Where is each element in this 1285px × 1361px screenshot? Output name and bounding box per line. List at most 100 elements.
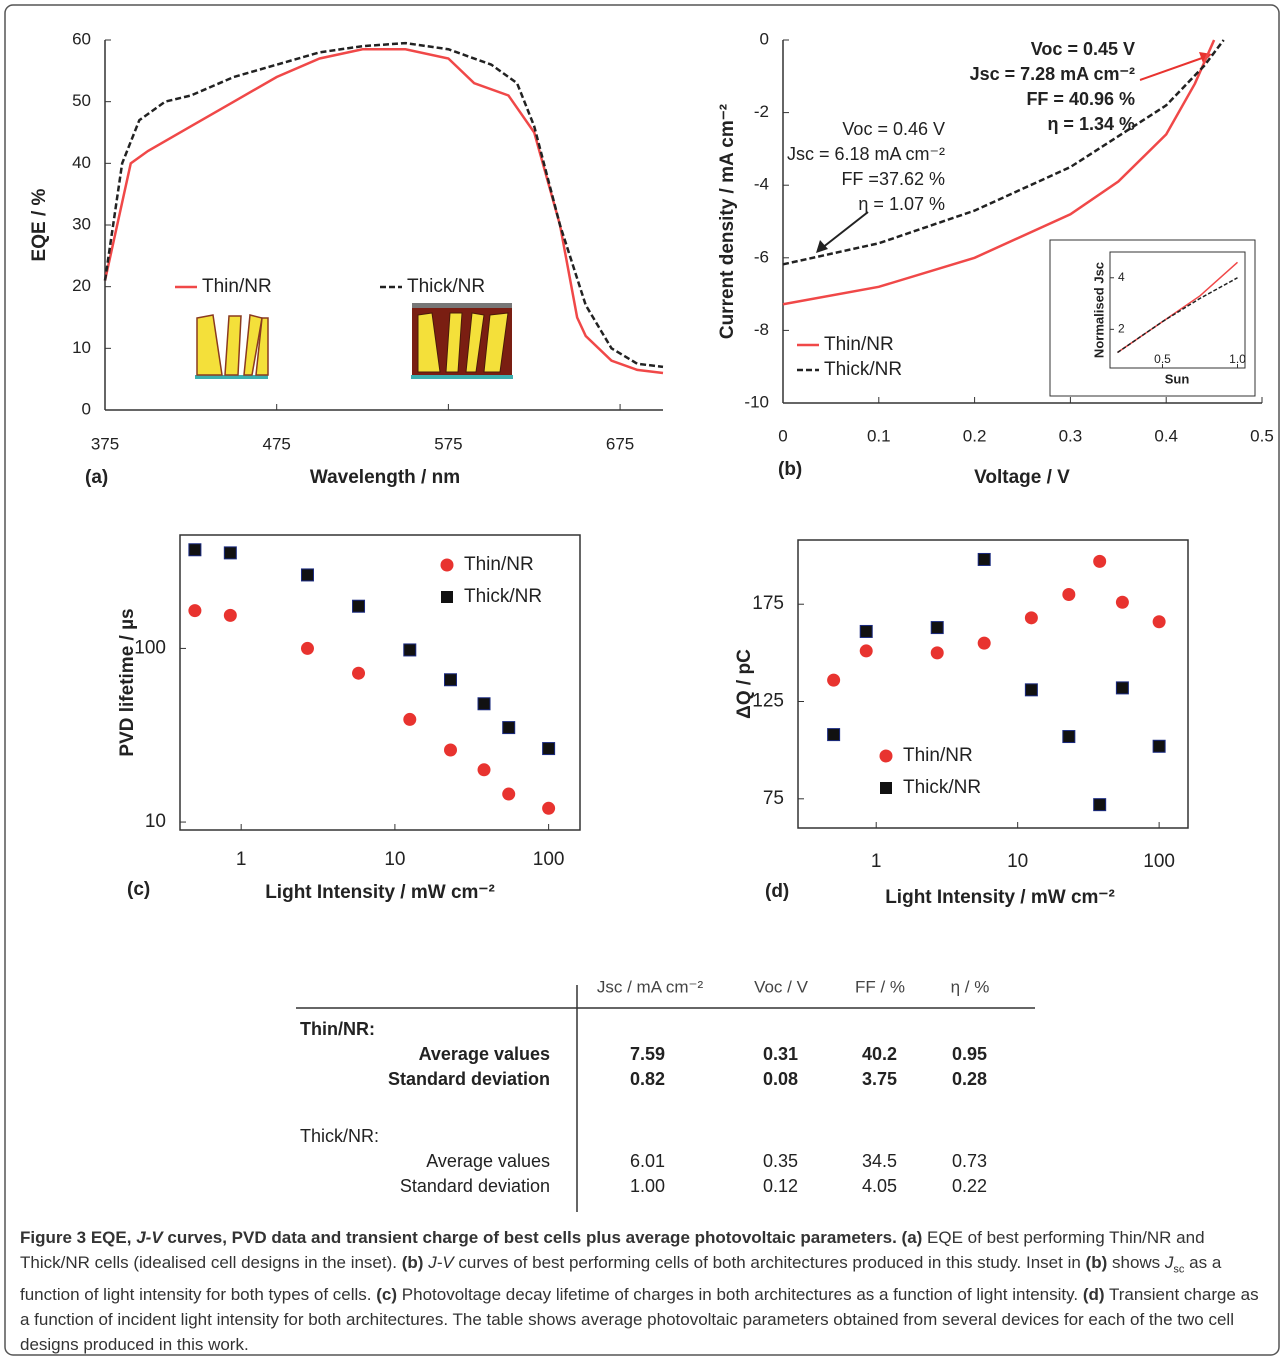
y-tick-label: -4: [754, 175, 769, 194]
x-tick-label: 575: [434, 434, 462, 453]
marker: [1062, 587, 1076, 601]
marker: [352, 666, 366, 680]
caption-run: curves, PVD data and transient charge of…: [167, 1228, 897, 1247]
x-tick-label: 0.5: [1250, 426, 1274, 445]
legend-swatch: [440, 558, 454, 572]
table-cell: 0.12: [763, 1176, 798, 1196]
table-header: Voc / V: [754, 977, 809, 996]
annotation: Jsc = 6.18 mA cm⁻²: [787, 144, 945, 164]
marker: [444, 673, 458, 687]
y-tick-label: 20: [72, 276, 91, 295]
caption-run: J-V: [428, 1253, 454, 1272]
marker: [1093, 798, 1107, 812]
marker: [977, 636, 991, 650]
y-tick-label: 30: [72, 214, 91, 233]
marker: [977, 552, 991, 566]
x-axis-label: Wavelength / nm: [310, 467, 460, 488]
table-cell: 0.35: [763, 1151, 798, 1171]
marker: [300, 641, 314, 655]
table-row-label: Standard deviation: [400, 1176, 550, 1196]
series-line: [782, 39, 1225, 266]
table-header: Jsc / mA cm⁻²: [597, 977, 704, 996]
y-tick-label: 2: [1118, 322, 1125, 336]
marker: [859, 644, 873, 658]
marker: [930, 621, 944, 635]
marker: [403, 643, 417, 657]
marker: [352, 599, 366, 613]
legend-label: Thin/NR: [464, 554, 534, 575]
table-cell: 0.08: [763, 1069, 798, 1089]
y-tick-label: 50: [72, 91, 91, 110]
caption-run: Transient charge as a function of incide…: [20, 1285, 1259, 1355]
caption-run: (b): [1085, 1253, 1108, 1272]
table-cell: 0.22: [952, 1176, 987, 1196]
annotation: η = 1.34 %: [1047, 114, 1135, 134]
marker: [477, 763, 491, 777]
plot-frame: [797, 539, 1189, 829]
series-line: [103, 41, 664, 369]
marker: [859, 624, 873, 638]
y-tick-label: -10: [744, 392, 769, 411]
table-header: η / %: [951, 977, 990, 996]
table-row-label: Average values: [426, 1151, 550, 1171]
y-tick-label: 0: [760, 29, 769, 48]
x-axis-label: Light Intensity / mW cm⁻²: [265, 882, 495, 903]
caption-run: (b): [401, 1253, 424, 1272]
y-tick-label: 100: [134, 637, 166, 658]
x-tick-label: 1: [871, 851, 882, 872]
x-tick-label: 0.2: [963, 426, 987, 445]
x-axis-label: Sun: [1165, 371, 1190, 386]
x-tick-label: 675: [606, 434, 634, 453]
marker: [502, 721, 516, 735]
legend-label: Thick/NR: [407, 276, 485, 297]
legend-label: Thin/NR: [903, 745, 973, 766]
caption-run: sc: [1173, 1263, 1185, 1276]
table-cell: 0.73: [952, 1151, 987, 1171]
annotation: Jsc = 7.28 mA cm⁻²: [970, 64, 1135, 84]
legend-label: Thick/NR: [464, 586, 542, 607]
y-tick-label: 60: [72, 29, 91, 48]
caption-run: as a function of light intensity for bot…: [20, 1253, 1222, 1305]
legend-swatch: [441, 591, 453, 603]
panel-label: (a): [85, 467, 108, 488]
y-tick-label: 175: [752, 593, 784, 614]
caption-run: EQE of best performing Thin/NR and Thick…: [20, 1228, 1205, 1272]
x-tick-label: 0.1: [867, 426, 891, 445]
series-line: [103, 48, 664, 375]
annotation: FF =37.62 %: [841, 169, 945, 189]
y-axis-label: EQE / %: [29, 188, 50, 261]
panel-label: (b): [778, 459, 802, 480]
cell-icon-thick: [411, 303, 513, 379]
table-cell: 0.82: [630, 1069, 665, 1089]
y-tick-label: 10: [72, 338, 91, 357]
table-cell: 34.5: [862, 1151, 897, 1171]
caption-run: (d): [1082, 1285, 1105, 1305]
plot-frame: [1109, 251, 1246, 369]
inset-background: [1049, 239, 1256, 397]
y-tick-label: 75: [763, 788, 784, 809]
table-cell: 3.75: [862, 1069, 897, 1089]
legend-swatch: [879, 749, 893, 763]
y-tick-label: -8: [754, 320, 769, 339]
y-tick-label: 10: [145, 811, 166, 832]
panel-label: (d): [765, 881, 789, 902]
marker: [827, 673, 841, 687]
caption: Figure 3 EQE, J-V curves, PVD data and t…: [20, 1225, 1270, 1357]
caption-run: Photovoltage decay lifetime of charges i…: [401, 1285, 1079, 1305]
caption-run: J-V: [136, 1228, 163, 1247]
caption-run: (c): [376, 1285, 398, 1305]
marker: [403, 712, 417, 726]
legend-label: Thin/NR: [202, 276, 272, 297]
marker: [1115, 681, 1129, 695]
marker: [223, 546, 237, 560]
x-tick-label: 1.0: [1229, 352, 1246, 366]
x-tick-label: 0.5: [1154, 352, 1171, 366]
x-tick-label: 10: [1007, 851, 1028, 872]
marker: [542, 742, 556, 756]
marker: [930, 646, 944, 660]
y-tick-label: -2: [754, 102, 769, 121]
y-tick-label: -6: [754, 247, 769, 266]
legend-label: Thin/NR: [824, 334, 894, 355]
caption-run: curves of best performing cells of both …: [458, 1253, 1081, 1272]
